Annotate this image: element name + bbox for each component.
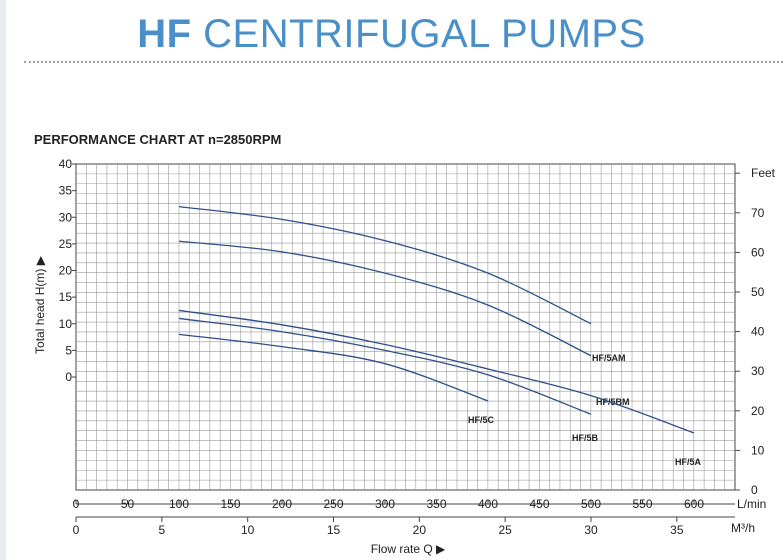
x-tick-label-lmin: 0 (73, 497, 80, 511)
x-tick-label-m3h: 5 (158, 523, 165, 537)
x-tick-label-lmin: 300 (375, 497, 395, 511)
page-title: HF CENTRIFUGAL PUMPS (0, 12, 783, 57)
right-tick-label: 70 (751, 206, 765, 220)
right-tick-label: 50 (751, 285, 765, 299)
series-label-hf-5bm: HF/5BM (596, 397, 630, 407)
title-divider (24, 61, 783, 63)
x-tick-label-m3h: 35 (670, 523, 684, 537)
x-tick-label-lmin: 400 (478, 497, 498, 511)
left-edge-strip (0, 0, 6, 560)
x-tick-label-m3h: 25 (498, 523, 512, 537)
series-label-hf-5c: HF/5C (468, 415, 495, 425)
x-tick-label-m3h: 30 (584, 523, 598, 537)
x-tick-label-lmin: 350 (426, 497, 446, 511)
x-tick-label-lmin: 200 (272, 497, 292, 511)
y-tick-label: 0 (65, 370, 72, 384)
right-tick-label: Feet (751, 166, 776, 180)
x-tick-label-lmin: 100 (169, 497, 189, 511)
y-tick-label: 40 (59, 157, 73, 171)
x-tick-label-lmin: 600 (684, 497, 704, 511)
right-tick-label: 60 (751, 245, 765, 259)
right-tick-label: 30 (751, 364, 765, 378)
x-tick-label-lmin: 500 (581, 497, 601, 511)
y-axis-title: Total head H(m) ▶ (33, 255, 47, 354)
x-tick-label-m3h: 20 (413, 523, 427, 537)
title-text: CENTRIFUGAL PUMPS (203, 12, 646, 56)
chart-title: PERFORMANCE CHART AT n=2850RPM (34, 132, 282, 147)
series-label-hf-5a: HF/5A (675, 457, 702, 467)
x-tick-label-lmin: 550 (632, 497, 652, 511)
y-tick-label: 30 (59, 210, 73, 224)
x-tick-label-lmin: 250 (323, 497, 343, 511)
x-axis-title: Flow rate Q ▶ (371, 542, 446, 556)
series-line-hf-5bm (178, 240, 592, 357)
y-tick-label: 20 (59, 264, 73, 278)
y-tick-label: 10 (59, 317, 73, 331)
series-line-hf-5a (178, 309, 695, 434)
series-line-hf-5c (178, 333, 489, 402)
x-tick-label-lmin: 150 (220, 497, 240, 511)
right-tick-label: 20 (751, 404, 765, 418)
x-tick-label-m3h: 0 (73, 523, 80, 537)
x-tick-label-m3h: 10 (241, 523, 255, 537)
series-label-hf-5am: HF/5AM (592, 353, 626, 363)
right-tick-label: 40 (751, 325, 765, 339)
x-unit-m3h: M³/h (731, 521, 755, 535)
right-tick-label: 10 (751, 443, 765, 457)
right-tick-label: 0 (751, 483, 758, 497)
series-line-hf-5am (178, 205, 592, 325)
series-line-hf-5b (178, 317, 592, 415)
x-tick-label-lmin: 50 (121, 497, 135, 511)
x-tick-label-m3h: 15 (327, 523, 341, 537)
y-tick-label: 35 (59, 184, 73, 198)
x-tick-label-lmin: 450 (529, 497, 549, 511)
x-unit-lmin: L/min (737, 497, 766, 511)
title-brand: HF (137, 12, 192, 56)
series-label-hf-5b: HF/5B (572, 433, 599, 443)
y-tick-label: 25 (59, 237, 73, 251)
y-tick-label: 15 (59, 290, 73, 304)
y-tick-label: 5 (65, 343, 72, 357)
